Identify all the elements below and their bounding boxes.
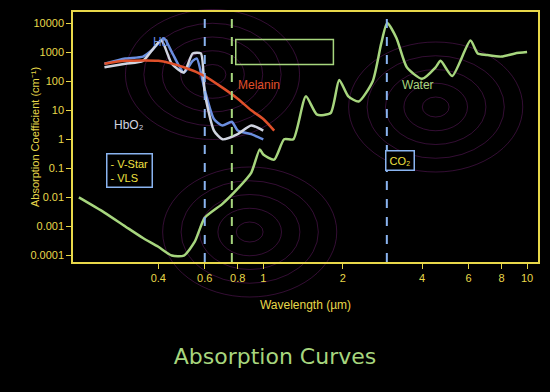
svg-text:CO₂: CO₂ — [390, 155, 411, 167]
svg-text:0.4: 0.4 — [151, 272, 166, 284]
svg-text:Hb: Hb — [153, 35, 169, 49]
svg-text:Wavelength (µm): Wavelength (µm) — [260, 298, 351, 312]
svg-text:0.8: 0.8 — [230, 272, 245, 284]
svg-text:Water: Water — [402, 78, 434, 92]
svg-text:10: 10 — [52, 104, 64, 116]
svg-text:100: 100 — [46, 75, 64, 87]
svg-text:0.6: 0.6 — [197, 272, 212, 284]
svg-text:10000: 10000 — [33, 17, 64, 29]
svg-text:0.001: 0.001 — [37, 220, 65, 232]
svg-text:Absorption Coefficient (cm⁻¹): Absorption Coefficient (cm⁻¹) — [29, 67, 41, 207]
svg-text:1: 1 — [260, 272, 266, 284]
svg-text:2: 2 — [340, 272, 346, 284]
svg-text:4: 4 — [419, 272, 425, 284]
svg-text:- V-Star- VLS: - V-Star- VLS — [111, 158, 149, 184]
svg-text:0.1: 0.1 — [49, 162, 64, 174]
svg-text:0.01: 0.01 — [43, 191, 64, 203]
svg-text:Melanin: Melanin — [238, 78, 280, 92]
svg-text:8: 8 — [498, 272, 504, 284]
svg-text:10: 10 — [521, 272, 533, 284]
svg-text:Absorption Curves: Absorption Curves — [174, 344, 376, 369]
svg-text:0.0001: 0.0001 — [30, 249, 64, 261]
svg-text:HbO₂: HbO₂ — [114, 118, 144, 132]
svg-text:1000: 1000 — [40, 46, 64, 58]
svg-text:6: 6 — [465, 272, 471, 284]
svg-text:1: 1 — [58, 133, 64, 145]
